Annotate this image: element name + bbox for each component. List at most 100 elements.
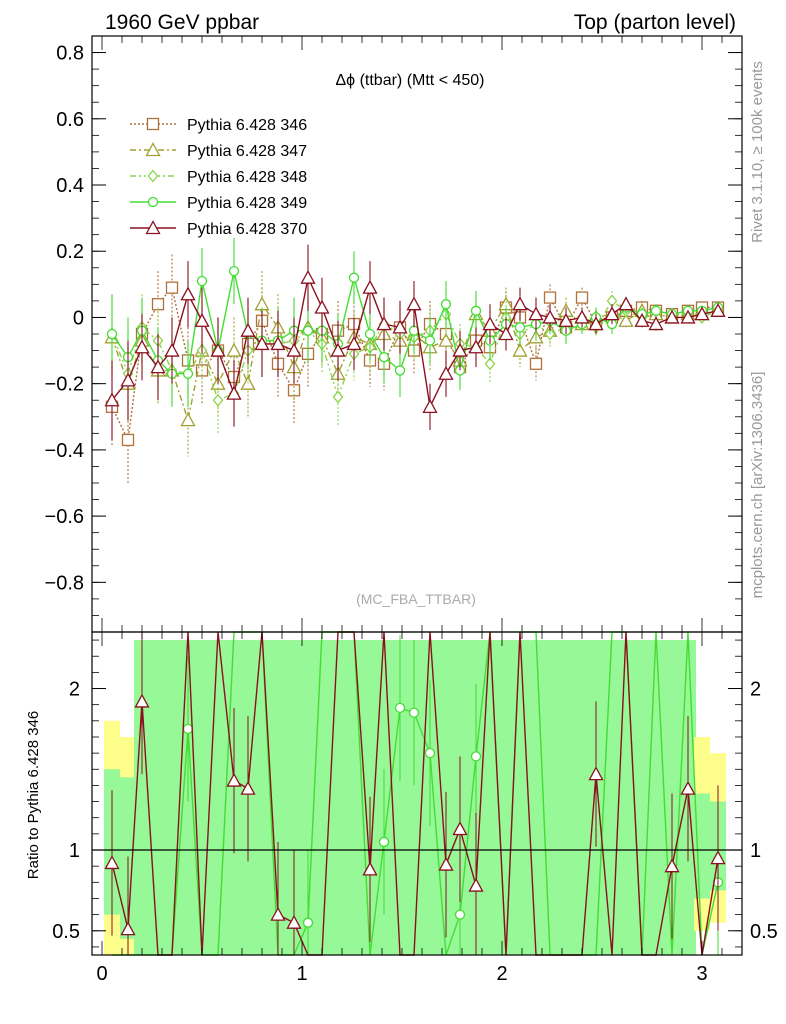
header-energy: 1960 GeV ppbar <box>105 11 259 34</box>
uncertainty-band-green <box>574 640 590 955</box>
data-point <box>330 342 346 357</box>
data-point <box>240 322 256 337</box>
data-point <box>470 305 482 316</box>
data-point <box>286 342 302 357</box>
uncertainty-band-green <box>618 640 634 955</box>
data-point <box>574 309 590 324</box>
uncertainty-band-green <box>648 640 664 955</box>
ratio-ylabel: Ratio to Pythia 6.428 346 <box>25 711 42 879</box>
legend-marker <box>147 169 159 183</box>
uncertainty-band-green <box>134 640 150 955</box>
legend-label: Pythia 6.428 348 <box>187 169 307 186</box>
ratio-panel: 0.5 0.5 1 1 2 2 0 1 2 3 Ratio to Pythia 6.428 346 <box>25 631 778 985</box>
uncertainty-band-green <box>300 640 316 955</box>
y-tick-label: −0.4 <box>45 440 84 462</box>
y-tick-label: 0 <box>73 307 84 329</box>
data-point <box>151 298 165 311</box>
uncertainty-band-green <box>164 640 180 955</box>
ratio-point <box>588 766 604 781</box>
ratio-point <box>270 906 286 921</box>
ratio-point <box>664 858 680 873</box>
x-tick-label: 1 <box>296 963 307 985</box>
data-point <box>468 339 484 354</box>
ratio-point <box>408 707 420 718</box>
data-point <box>528 306 544 321</box>
legend-marker <box>147 196 159 208</box>
data-point <box>543 291 557 304</box>
data-point <box>346 336 362 351</box>
ratio-point <box>680 780 696 795</box>
data-point <box>394 365 406 376</box>
ratio-y-tick-label: 0.5 <box>52 921 80 943</box>
data-point <box>575 291 589 304</box>
x-tick-label: 0 <box>96 963 107 985</box>
data-point <box>121 433 135 447</box>
data-point <box>212 393 224 407</box>
y-tick-label: −0.2 <box>45 374 84 396</box>
data-point <box>362 279 378 294</box>
data-point <box>180 412 196 427</box>
ratio-frame <box>91 631 743 956</box>
data-point <box>498 326 514 341</box>
uncertainty-band-green <box>150 640 166 955</box>
ratio-point <box>226 772 242 787</box>
legend: Pythia 6.428 346 Pythia 6.428 347 Pythia 6… <box>130 117 307 238</box>
uncertainty-band-green <box>330 640 346 955</box>
data-point <box>364 328 376 340</box>
data-point <box>165 281 179 294</box>
watermark: (MC_FBA_TTBAR) <box>356 591 476 607</box>
data-point <box>406 296 422 311</box>
data-point <box>680 309 696 324</box>
data-point <box>302 325 314 336</box>
data-point <box>664 309 680 324</box>
uncertainty-band-green <box>558 640 574 955</box>
ratio-y-tick-label-right: 1 <box>750 840 761 862</box>
ratio-point <box>120 921 136 936</box>
uncertainty-band-green <box>194 640 210 955</box>
data-point <box>424 335 436 346</box>
legend-label: Pythia 6.428 346 <box>187 117 307 134</box>
data-point <box>254 336 270 351</box>
data-point <box>588 316 604 331</box>
uncertainty-band-green <box>498 640 514 955</box>
main-panel: −0.8 −0.6 −0.4 −0.2 0 0.2 0.4 0.6 0.8 Δϕ (ttbar)… <box>45 35 743 633</box>
ratio-point <box>134 693 150 708</box>
data-point <box>618 296 634 311</box>
data-point <box>180 286 196 301</box>
y-tick-label: −0.8 <box>45 572 84 594</box>
legend-label: Pythia 6.428 349 <box>187 195 307 212</box>
data-point <box>634 312 650 327</box>
data-point <box>196 275 208 287</box>
y-tick-label: 0.8 <box>56 43 84 65</box>
data-point <box>150 359 166 374</box>
data-point <box>694 306 710 321</box>
data-point <box>392 319 408 334</box>
ratio-point <box>470 751 482 762</box>
data-point <box>604 306 620 321</box>
ratio-point <box>438 856 454 871</box>
ratio-point <box>286 914 302 929</box>
ratio-point <box>240 780 256 795</box>
legend-marker <box>145 220 161 235</box>
header-process: Top (parton level) <box>574 11 736 34</box>
data-point <box>182 368 194 379</box>
data-point <box>378 352 390 363</box>
data-point <box>650 305 662 316</box>
ratio-y-tick-label-right: 0.5 <box>750 921 778 943</box>
data-point <box>710 302 726 317</box>
main-title: Δϕ (ttbar) (Mtt < 450) <box>335 72 484 89</box>
uncertainty-band-green <box>604 640 620 955</box>
uncertainty-band-green <box>286 640 302 955</box>
legend-label: Pythia 6.428 370 <box>187 221 307 238</box>
data-point <box>440 299 452 310</box>
y-tick-label: 0.4 <box>56 175 84 197</box>
data-point <box>452 342 468 357</box>
x-tick-label: 2 <box>496 963 507 985</box>
data-point <box>422 398 438 413</box>
data-point <box>648 316 664 331</box>
mcplots-label: mcplots.cern.ch [arXiv:1306.3436] <box>749 372 766 599</box>
ratio-point <box>104 855 120 870</box>
data-point <box>512 296 528 311</box>
x-tick-label: 3 <box>696 963 707 985</box>
